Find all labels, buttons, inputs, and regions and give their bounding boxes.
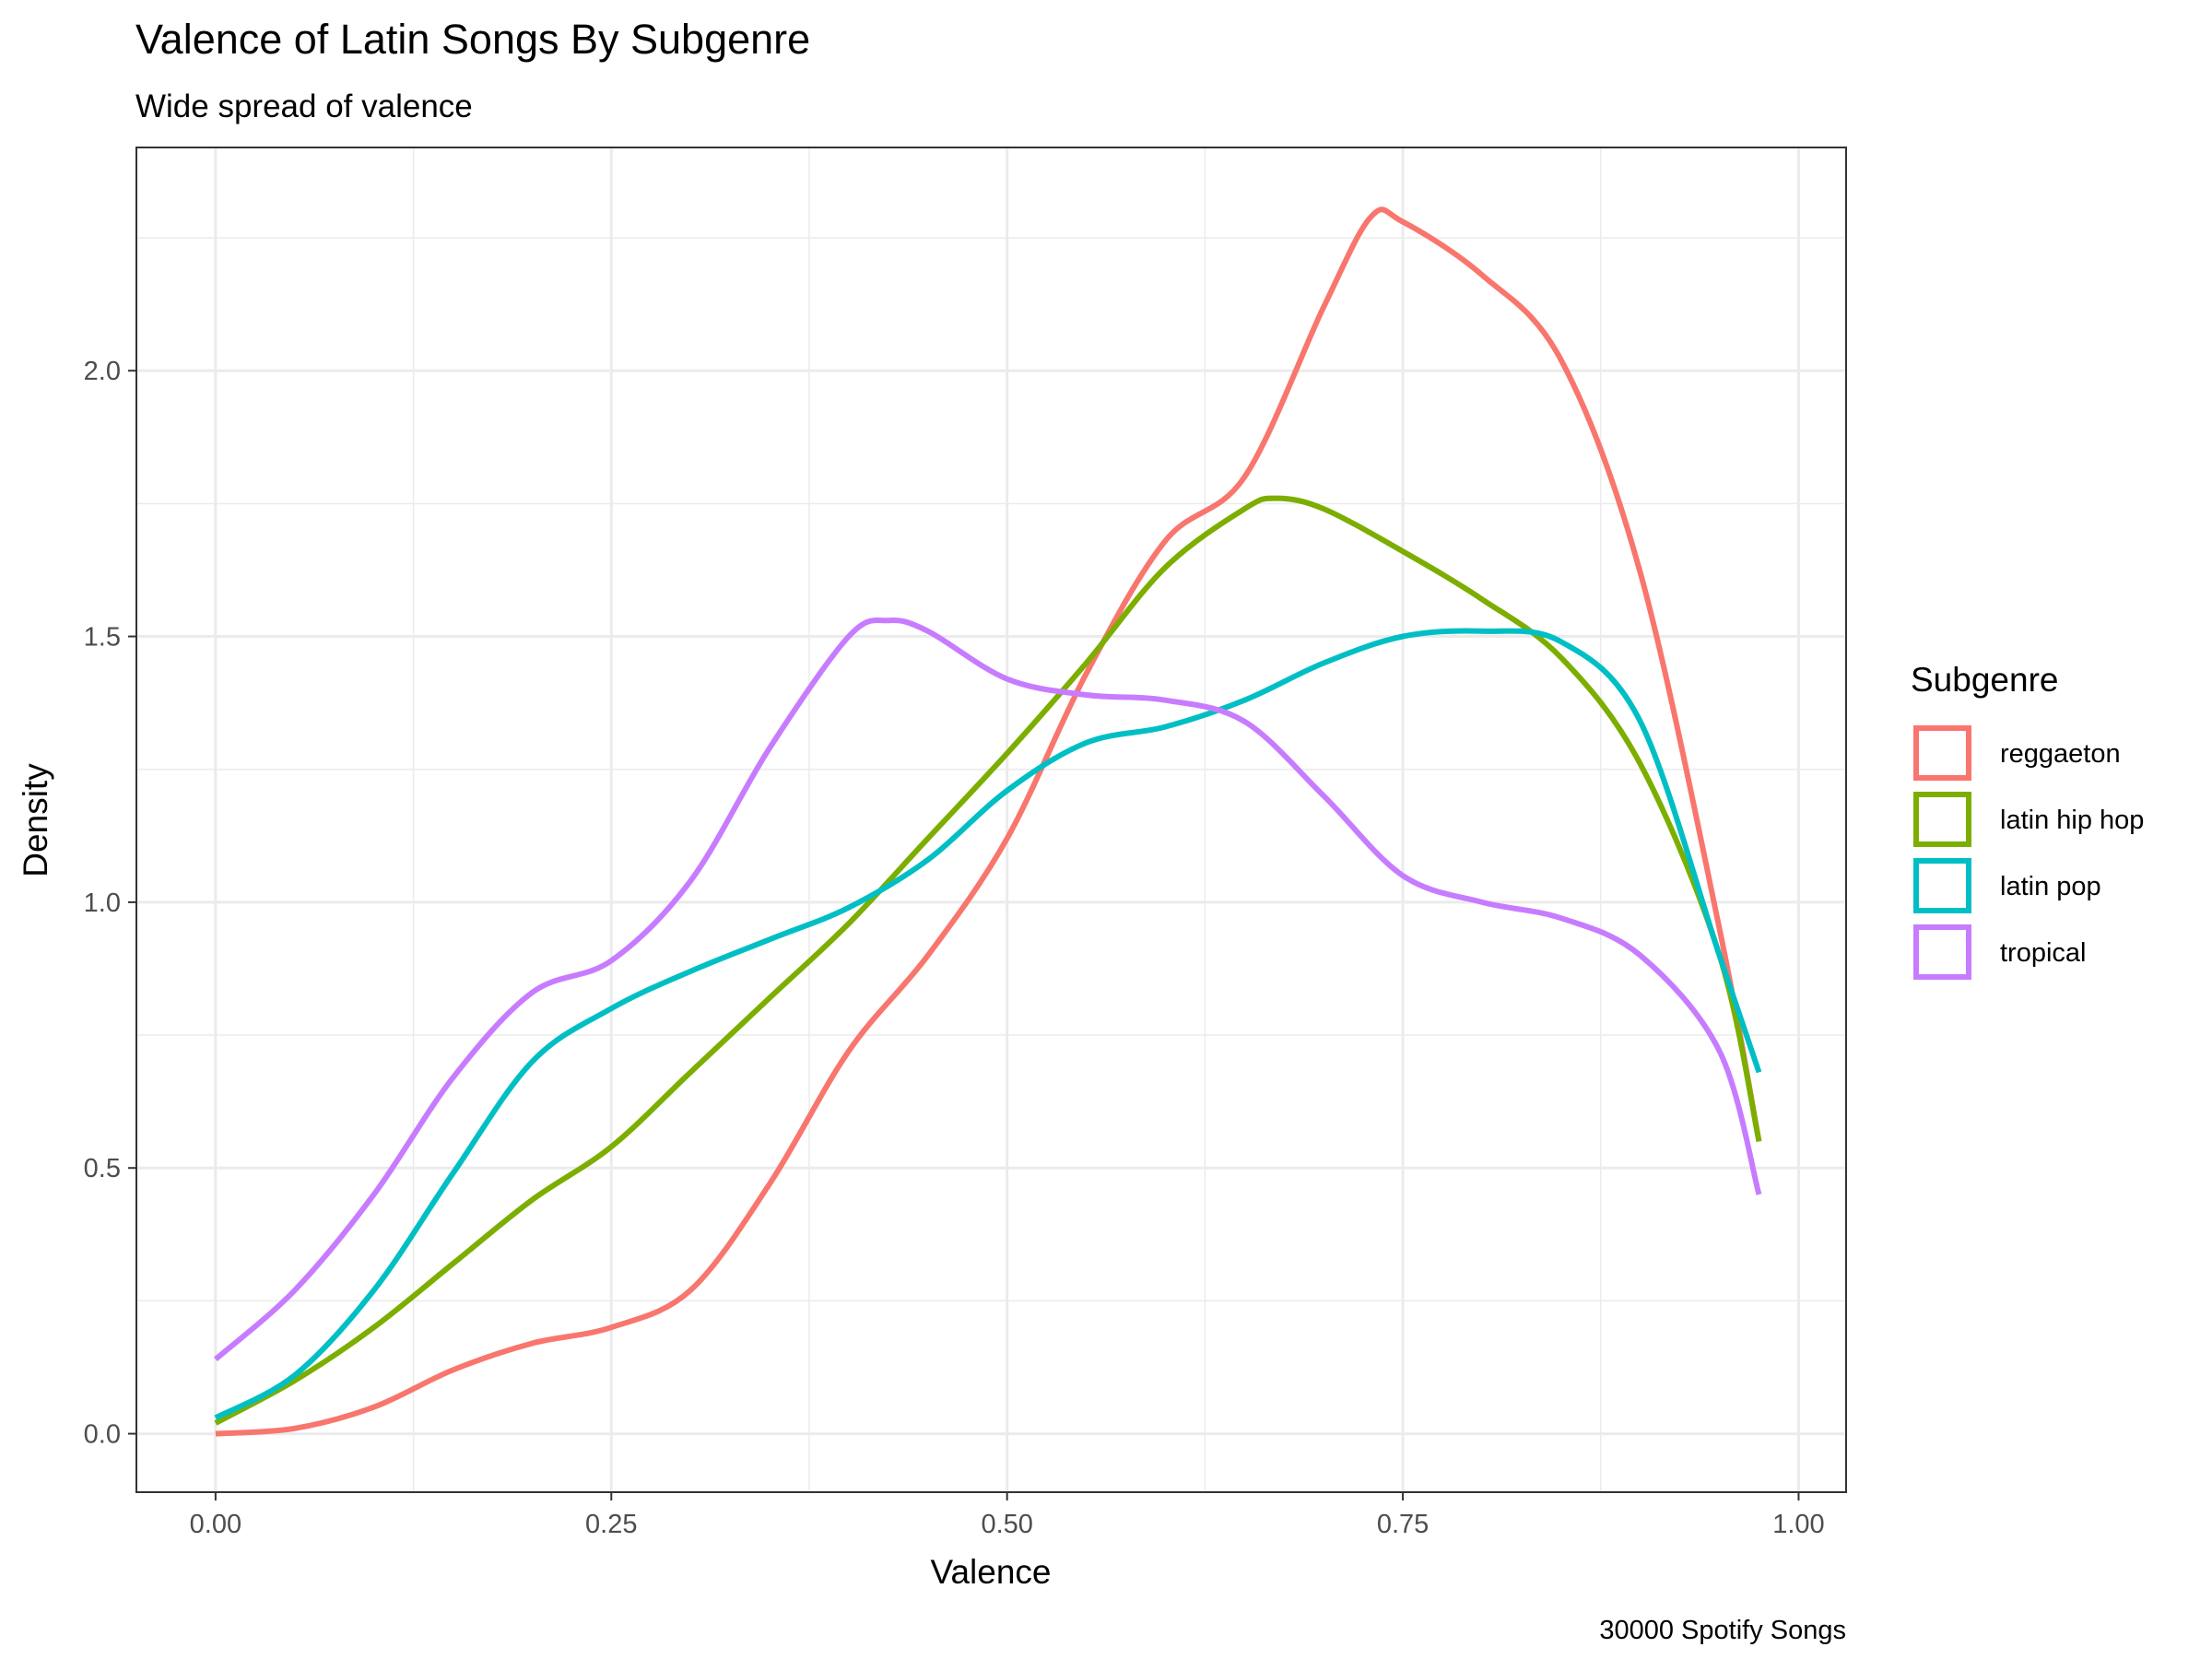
legend-label: reggaeton <box>2000 739 2121 769</box>
y-axis: 0.0 0.5 1.0 1.5 2.0 <box>84 357 136 1450</box>
chart-title: Valence of Latin Songs By Subgenre <box>135 16 810 63</box>
y-axis-title: Density <box>17 763 54 877</box>
legend-title: Subgenre <box>1911 661 2058 699</box>
y-tick-label: 0.0 <box>84 1420 121 1450</box>
y-tick-label: 1.0 <box>84 888 121 918</box>
chart-caption: 30000 Spotify Songs <box>1599 1616 1846 1645</box>
plot-panel <box>136 147 1846 1492</box>
y-tick-label: 2.0 <box>84 357 121 386</box>
legend-items: reggaeton latin hip hop latin pop tropical <box>1913 725 2144 980</box>
grid-major <box>136 147 1846 1492</box>
x-tick-label: 0.50 <box>981 1510 1032 1539</box>
legend-key <box>1913 792 1971 847</box>
y-tick-label: 1.5 <box>84 623 121 653</box>
x-tick-label: 0.00 <box>190 1510 241 1539</box>
x-tick-label: 0.25 <box>585 1510 637 1539</box>
series-line-latin-pop <box>214 628 1762 1420</box>
legend-key <box>1913 858 1971 913</box>
legend-label: latin pop <box>2000 872 2101 901</box>
x-tick-label: 0.75 <box>1377 1510 1429 1539</box>
series-line-tropical <box>213 618 1762 1362</box>
x-axis: 0.00 0.25 0.50 0.75 1.00 <box>190 1492 1825 1539</box>
x-axis-title: Valence <box>931 1553 1052 1591</box>
y-tick-label: 0.5 <box>84 1154 121 1183</box>
plot-border <box>135 147 1847 1493</box>
x-tick-label: 1.00 <box>1772 1510 1824 1539</box>
chart-subtitle: Wide spread of valence <box>135 88 473 124</box>
legend-key <box>1913 725 1971 781</box>
legend: Subgenre reggaeton latin hip hop latin pop… <box>1911 661 2144 980</box>
legend-label: latin hip hop <box>2000 806 2144 835</box>
series-lines <box>213 206 1762 1437</box>
legend-key <box>1913 924 1971 980</box>
legend-label: tropical <box>2000 938 2087 968</box>
